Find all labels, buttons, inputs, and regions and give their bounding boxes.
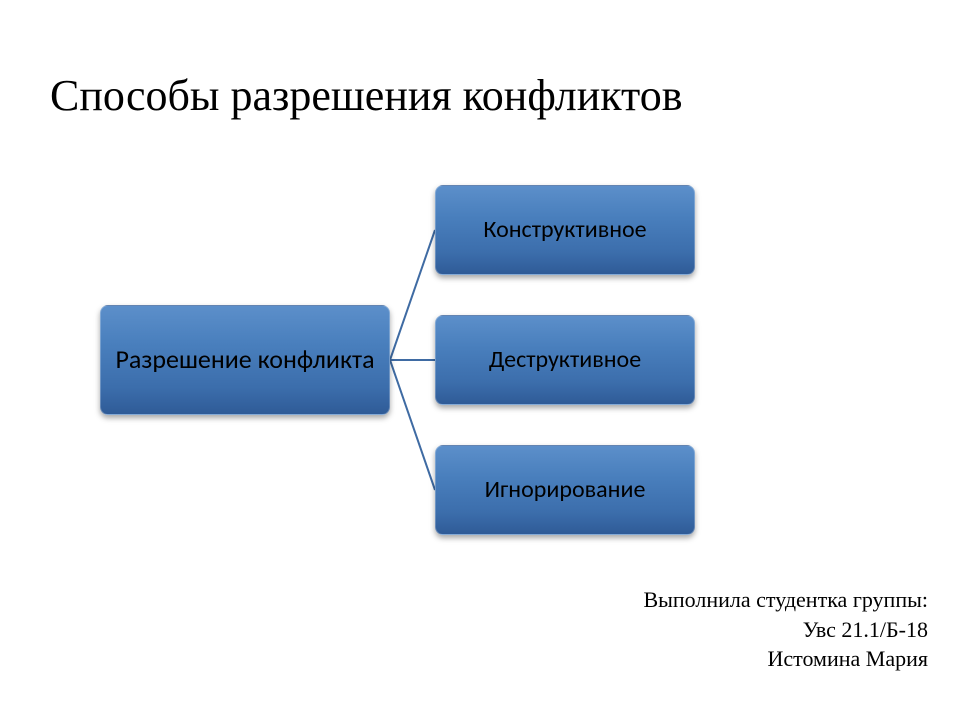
credits-line-2: Увс 21.1/Б-18 [643, 615, 928, 645]
credits-block: Выполнила студентка группы: Увс 21.1/Б-1… [643, 585, 928, 674]
child-node-destructive: Деструктивное [435, 315, 695, 405]
credits-line-1: Выполнила студентка группы: [643, 585, 928, 615]
tree-diagram: Разрешение конфликта Конструктивное Дест… [0, 170, 960, 590]
child-node-ignoring: Игнорирование [435, 445, 695, 535]
slide-title: Способы разрешения конфликтов [50, 70, 682, 121]
root-node-label: Разрешение конфликта [115, 345, 374, 375]
child-node-label: Конструктивное [483, 216, 646, 244]
credits-line-3: Истомина Мария [643, 644, 928, 674]
root-node: Разрешение конфликта [100, 305, 390, 415]
child-node-constructive: Конструктивное [435, 185, 695, 275]
child-node-label: Игнорирование [485, 476, 646, 504]
child-node-label: Деструктивное [489, 346, 641, 374]
